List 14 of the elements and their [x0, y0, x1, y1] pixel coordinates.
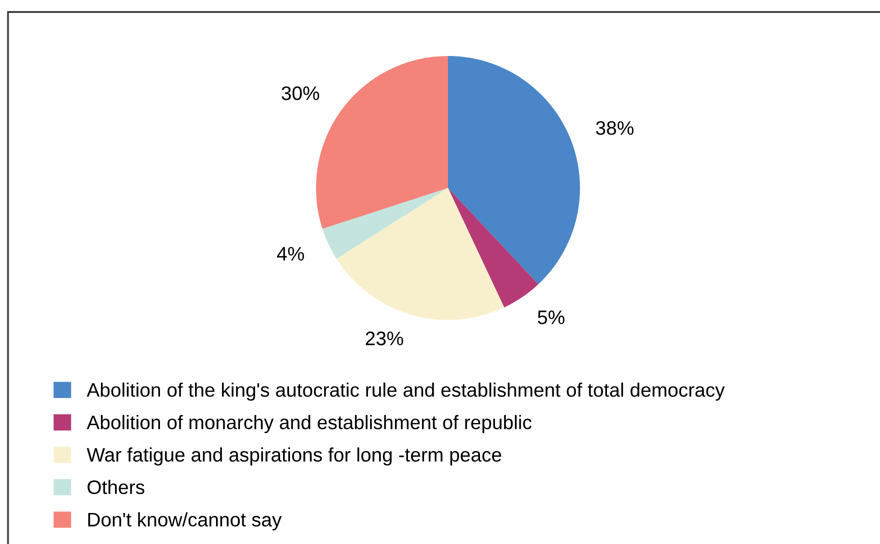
legend-label: War fatigue and aspirations for long -term peace [86, 447, 502, 466]
data-label: 4% [277, 246, 304, 261]
data-label: 5% [538, 310, 564, 324]
legend-label: Don't know/cannot say [88, 512, 282, 530]
pie-slice [322, 188, 448, 259]
pie-slice [336, 188, 504, 320]
data-label: 38% [596, 121, 634, 135]
pie-slice [448, 188, 538, 308]
legend-label: Others [88, 480, 144, 494]
legend-label: Abolition of monarchy and establishment of republic [86, 414, 532, 434]
data-label: 30% [282, 86, 320, 100]
legend-label: Abolition of the king's autocratic rule and establishment of total democracy [86, 382, 725, 401]
data-label: 23% [366, 332, 404, 346]
pie-slice [448, 56, 580, 284]
